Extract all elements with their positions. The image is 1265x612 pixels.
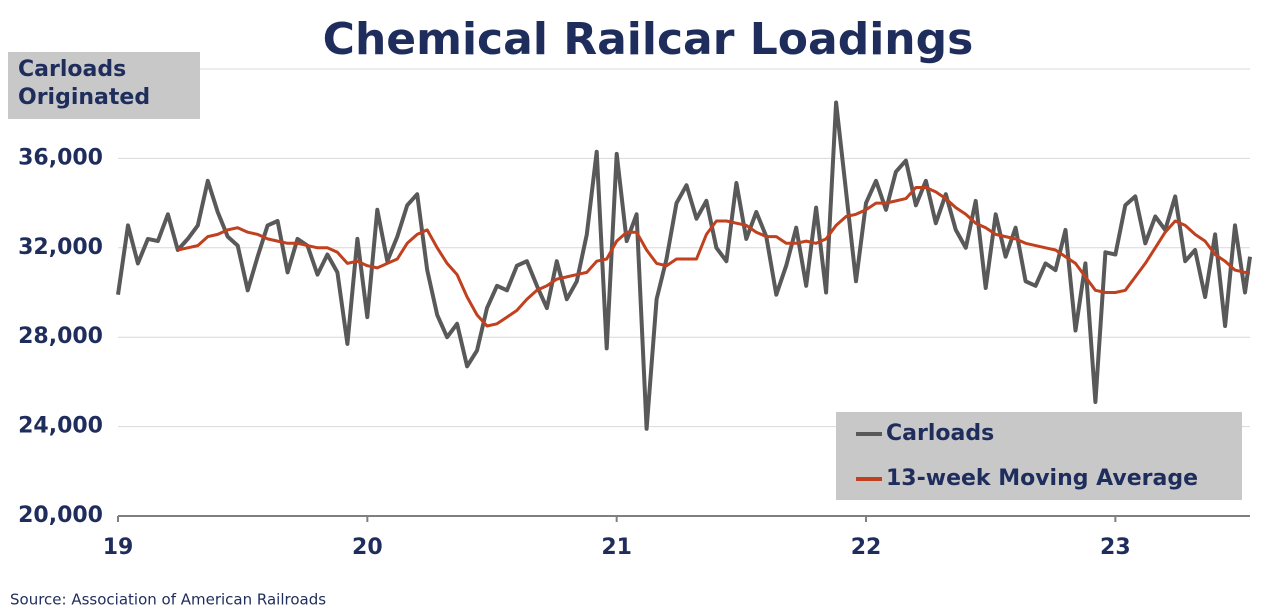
series-line (116, 100, 1252, 431)
x-tick-label: 19 (103, 535, 134, 560)
y-tick-label: 32,000 (18, 235, 103, 260)
x-tick-label: 23 (1100, 535, 1131, 560)
chart-title: Chemical Railcar Loadings (323, 14, 974, 65)
y-axis-label: Carloads Originated (18, 57, 151, 110)
y-tick-label: 24,000 (18, 414, 103, 439)
x-tick-label: 22 (851, 535, 882, 560)
y-tick-label: 36,000 (18, 145, 103, 170)
y-tick-label: 20,000 (18, 503, 103, 528)
series-line (177, 186, 1250, 328)
y-tick-label: 28,000 (18, 324, 103, 349)
y-label-box (8, 52, 200, 119)
legend-label: Carloads (886, 421, 994, 446)
legend-label: 13-week Moving Average (886, 466, 1198, 491)
source-note: Source: Association of American Railroad… (10, 591, 326, 609)
legend-box (836, 412, 1242, 500)
x-tick-label: 21 (601, 535, 632, 560)
y-label-wrap: Carloads Originated (18, 57, 151, 110)
x-tick-label: 20 (352, 535, 383, 560)
